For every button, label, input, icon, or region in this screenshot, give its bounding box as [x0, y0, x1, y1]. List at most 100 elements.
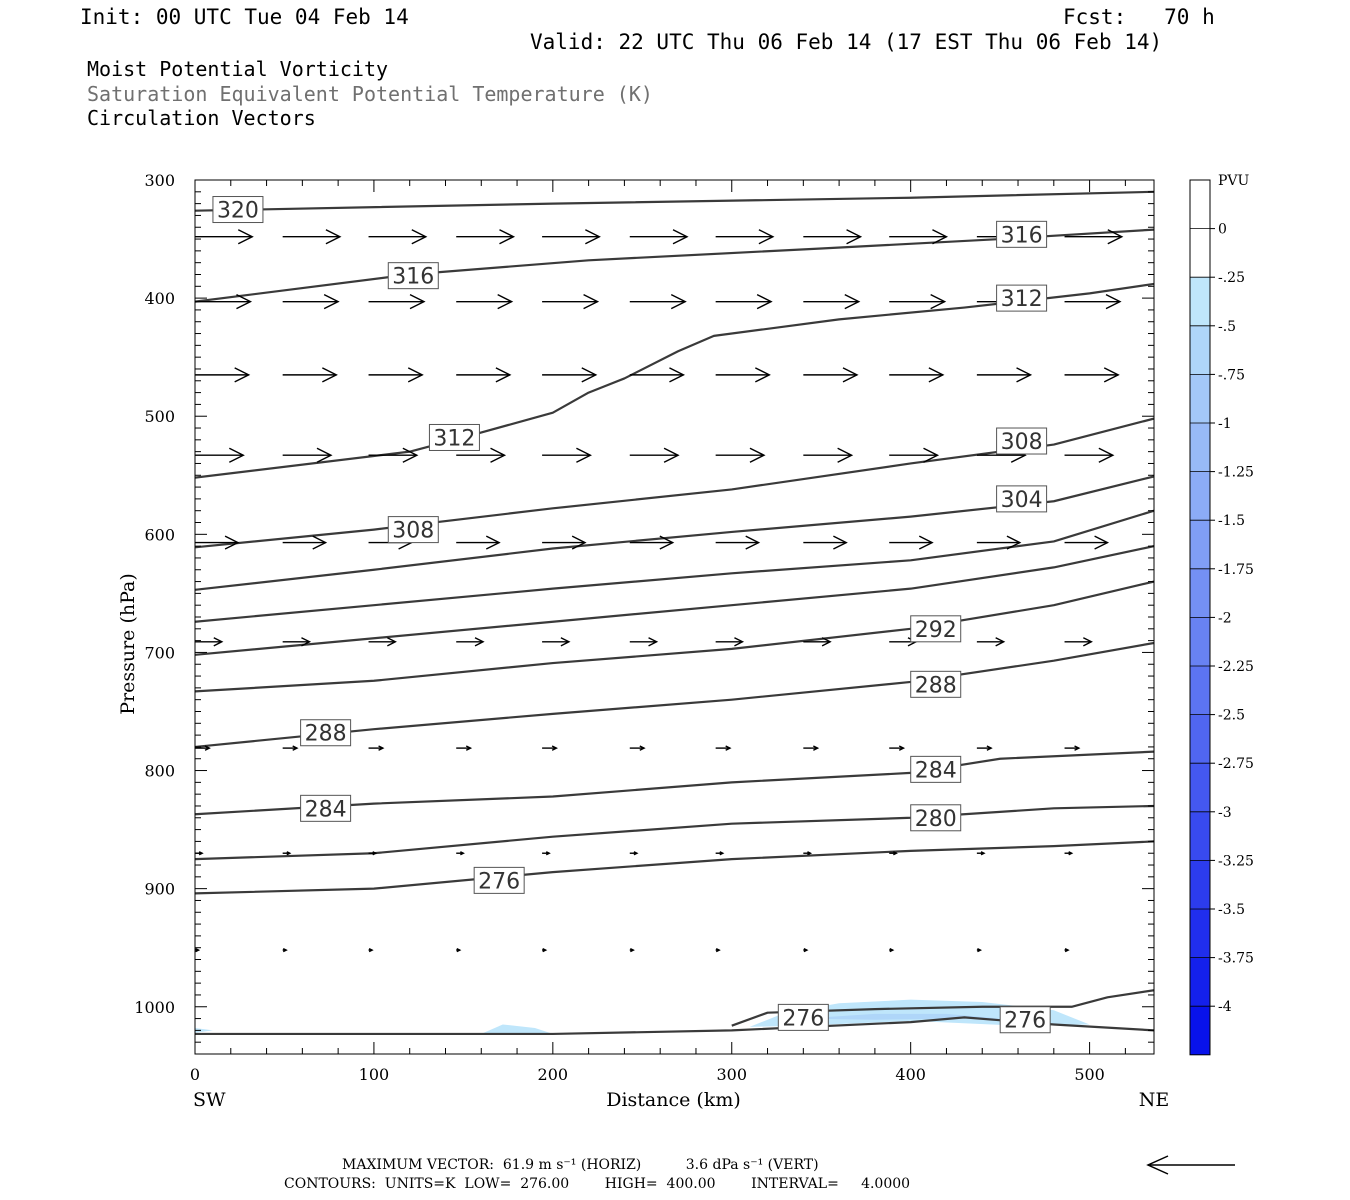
- colorbar-segment-6: [1190, 471, 1210, 521]
- colorbar-segment-13: [1190, 811, 1210, 861]
- contour-label-box-312-2-1: [996, 284, 1048, 312]
- vector-head-5-1: [301, 637, 312, 647]
- vector-head-2-9: [1016, 367, 1033, 383]
- contour-label-box-316-1-1: [996, 220, 1048, 248]
- colorbar-label-12: -3: [1218, 805, 1232, 821]
- vector-head-6-0: [204, 745, 211, 751]
- contour-296-6: [195, 545, 1154, 656]
- vector-head-7-2: [372, 851, 378, 856]
- vector-head-6-4: [551, 745, 558, 751]
- vector-head-7-0: [198, 851, 204, 856]
- contour-label-288-8-1: 288: [915, 673, 957, 698]
- vector-head-6-6: [725, 745, 732, 751]
- colorbar-label-2: -.5: [1218, 319, 1236, 335]
- vector-head-1-4: [583, 294, 600, 310]
- contour-label-box-288-8-1: [910, 670, 962, 698]
- vector-head-4-10: [1094, 535, 1110, 550]
- vector-head-0-2: [411, 229, 428, 245]
- colorbar-label-0: 0: [1218, 222, 1227, 238]
- contour-label-292-7-0: 292: [915, 618, 957, 643]
- vector-head-4-3: [485, 535, 501, 550]
- contour-label-box-288-8-0: [300, 719, 352, 747]
- contour-label-box-320-0-0: [212, 196, 264, 224]
- vector-head-5-9: [995, 637, 1006, 647]
- vector-head-1-8: [930, 294, 947, 310]
- vector-head-7-10: [1068, 851, 1074, 856]
- vector-head-5-3: [474, 637, 485, 647]
- vector-head-3-7: [837, 447, 854, 463]
- pv-shade-region-2: [481, 1024, 553, 1034]
- contour-284-9: [195, 750, 1154, 816]
- vector-head-0-6: [758, 229, 775, 245]
- vector-head-3-0: [228, 447, 245, 463]
- vector-head-6-9: [986, 745, 993, 751]
- contour-label-284-9-1: 284: [915, 758, 957, 783]
- contour-320-0: [195, 190, 1154, 212]
- contour-label-316-1-1: 316: [1001, 223, 1043, 248]
- colorbar-segment-14: [1190, 860, 1210, 909]
- contour-label-box-308-3-1: [996, 427, 1048, 455]
- pv-shading-layer: [195, 999, 1090, 1034]
- contour-label-box-292-7-0: [910, 615, 962, 643]
- colorbar-label-13: -3.25: [1218, 853, 1254, 869]
- vector-head-8-6: [715, 947, 721, 953]
- vector-head-6-1: [292, 745, 299, 751]
- vector-head-7-6: [719, 851, 725, 856]
- vector-head-6-5: [639, 745, 646, 751]
- colorbar-segment-2: [1190, 277, 1210, 326]
- colorbar-label-16: -4: [1218, 999, 1232, 1015]
- contour-label-284-9-0: 284: [305, 797, 347, 822]
- vector-head-1-10: [1105, 294, 1122, 310]
- x-tick-label-400: 400: [895, 1065, 926, 1084]
- vector-layer: [195, 229, 1124, 953]
- colorbar-label-7: -1.75: [1218, 562, 1254, 578]
- y-tick-label-1000: 1000: [134, 998, 175, 1017]
- vector-head-7-8: [893, 851, 898, 856]
- contour-288-8: [195, 641, 1154, 749]
- vector-head-4-8: [918, 535, 934, 550]
- vector-head-5-4: [560, 637, 571, 647]
- vector-head-0-3: [499, 229, 516, 245]
- vector-head-3-8: [923, 447, 940, 463]
- contour-label-box-316-1-0: [387, 262, 439, 290]
- vector-head-1-2: [409, 294, 426, 310]
- contour-label-box-304-4-0: [996, 485, 1048, 513]
- contour-label-276-12-0: 276: [782, 1006, 824, 1031]
- vector-head-7-5: [633, 851, 639, 856]
- vector-head-6-7: [813, 745, 820, 751]
- colorbar-label-10: -2.5: [1218, 708, 1245, 724]
- contour-label-280-10-0: 280: [915, 807, 957, 832]
- colorbar-label-14: -3.5: [1218, 902, 1245, 918]
- contour-label-312-2-0: 312: [433, 426, 475, 451]
- contour-layer: [195, 190, 1154, 1036]
- contour-300-5: [195, 509, 1154, 623]
- vector-head-6-2: [378, 745, 385, 751]
- contour-292-7: [195, 580, 1154, 693]
- contour-label-316-1-0: 316: [392, 265, 434, 290]
- vector-head-8-2: [368, 947, 374, 953]
- x-tick-label-100: 100: [359, 1065, 390, 1084]
- vector-head-3-3: [490, 447, 507, 463]
- vector-head-8-3: [456, 947, 462, 953]
- vector-head-7-1: [286, 851, 292, 856]
- contour-label-276-11-0: 276: [478, 869, 520, 894]
- contour-label-276-12-1: 276: [1004, 1009, 1046, 1034]
- contour-label-308-3-0: 308: [392, 519, 434, 544]
- colorbar-segment-8: [1190, 568, 1210, 618]
- vector-head-3-4: [576, 447, 592, 463]
- x-axis-label: Distance (km): [606, 1089, 741, 1111]
- vector-head-2-1: [322, 367, 338, 383]
- vector-head-0-0: [237, 229, 254, 245]
- colorbar-segment-7: [1190, 520, 1210, 569]
- x-end-left-label: SW: [193, 1089, 226, 1111]
- vector-head-8-10: [1064, 947, 1070, 953]
- colorbar-label-4: -1: [1218, 416, 1232, 432]
- y-tick-label-800: 800: [144, 762, 175, 781]
- vector-head-2-2: [407, 367, 424, 383]
- vector-head-3-2: [402, 447, 419, 463]
- vector-head-0-5: [672, 229, 689, 245]
- vector-head-3-10: [1098, 447, 1115, 463]
- x-end-right-label: NE: [1139, 1089, 1170, 1111]
- vector-head-1-6: [756, 294, 773, 310]
- vector-head-5-0: [213, 637, 224, 647]
